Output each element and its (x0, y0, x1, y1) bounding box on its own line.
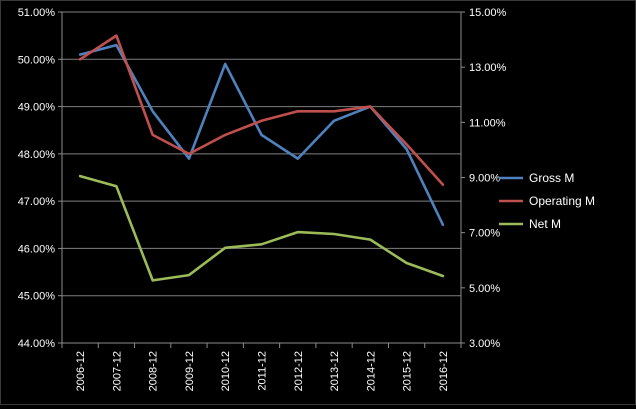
left-axis-tick-label: 44.00% (18, 338, 56, 350)
left-axis-tick-label: 48.00% (18, 149, 56, 161)
x-axis-tick-label: 2010-12 (220, 351, 232, 391)
left-axis-tick-label: 46.00% (18, 243, 56, 255)
right-axis-tick-label: 11.00% (469, 117, 506, 129)
series-line-net-m (78, 174, 445, 282)
right-axis-tick-label: 7.00% (469, 228, 500, 240)
x-axis-tick-label: 2014-12 (365, 351, 377, 391)
x-axis-tick-label: 2015-12 (402, 351, 414, 391)
gridlines (62, 11, 461, 297)
right-axis-tick-label: 13.00% (469, 62, 507, 74)
left-axis-tick-label: 47.00% (18, 196, 56, 208)
right-axis-tick-label: 3.00% (469, 338, 500, 350)
legend-label-net-m: Net M (529, 217, 561, 231)
left-axis-tick-label: 51.00% (18, 7, 56, 19)
x-axis-tick-label: 2006-12 (75, 351, 87, 391)
x-axis-tick-label: 2016-12 (438, 351, 450, 391)
x-axis-tick-label: 2013-12 (329, 351, 341, 391)
x-axis-tick-label: 2012-12 (293, 351, 305, 391)
series-line-operating-m (78, 34, 445, 186)
legend-label-operating-m: Operating M (529, 194, 595, 208)
series-line-gross-m (78, 43, 445, 227)
left-axis-tick-label: 45.00% (18, 291, 56, 303)
right-axis-tick-label: 15.00% (469, 7, 507, 19)
legend-label-gross-m: Gross M (529, 171, 574, 185)
right-axis-tick-labels: 3.00% 5.00% 7.00% 9.00% 11.00% 13.00% 15.00% (469, 7, 507, 350)
right-axis-tick-label: 9.00% (469, 173, 500, 185)
x-axis-tick-labels: 2006-12 2007-12 2008-12 2009-12 2010-12 2011-… (75, 351, 450, 391)
plot-area-border (58, 11, 465, 348)
legend: Gross M Operating M Net M (499, 171, 595, 231)
x-axis-tick-label: 2008-12 (148, 351, 160, 391)
left-axis-tick-label: 49.00% (18, 102, 56, 114)
x-axis-tick-label: 2011-12 (257, 351, 269, 391)
x-axis-tick-label: 2007-12 (111, 351, 123, 391)
right-axis-tick-label: 5.00% (469, 283, 500, 295)
left-axis-tick-labels: 44.00% 45.00% 46.00% 47.00% 48.00% 49.00% 50.0… (18, 7, 56, 350)
left-axis-tick-label: 50.00% (18, 54, 56, 66)
series-lines (78, 34, 445, 282)
x-axis-tick-label: 2009-12 (184, 351, 196, 391)
